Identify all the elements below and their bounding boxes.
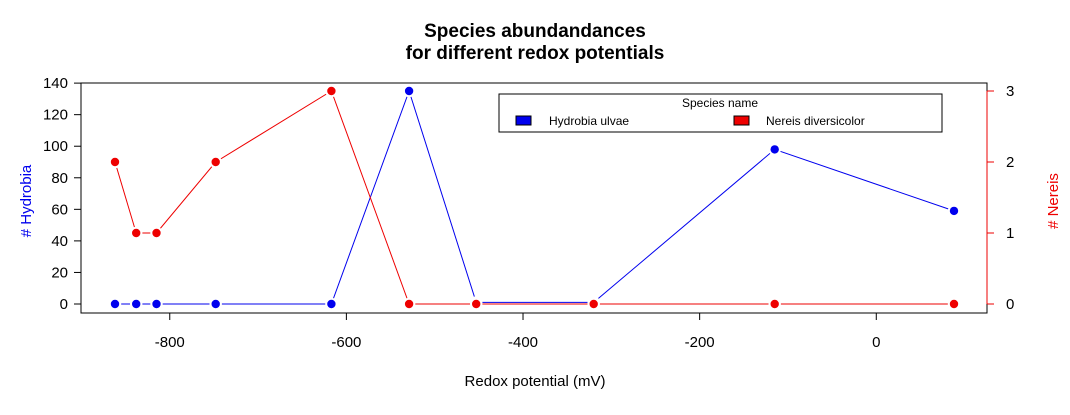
data-point-nereis: [472, 299, 481, 309]
x-tick-label: -800: [155, 334, 185, 351]
x-tick-label: -400: [508, 334, 538, 351]
data-point-nereis: [589, 299, 598, 309]
data-point-hydrobia: [132, 299, 141, 309]
right-tick-label: 1: [1006, 225, 1014, 242]
left-tick-label: 80: [51, 170, 68, 187]
left-tick-label: 120: [43, 107, 68, 124]
right-tick-label: 2: [1006, 154, 1014, 171]
left-tick-label: 0: [60, 296, 68, 313]
x-axis: -800 -600 -400 -200 0: [155, 312, 880, 351]
left-tick-label: 60: [51, 201, 68, 218]
legend-box: [498, 93, 943, 133]
data-point-nereis: [404, 299, 414, 309]
legend-label-hydrobia: Hydrobia ulvae: [549, 114, 629, 128]
series-layer: [108, 84, 961, 311]
x-axis-label: Redox potential (mV): [465, 373, 606, 390]
data-point-nereis: [949, 299, 959, 309]
data-point-hydrobia: [327, 299, 336, 309]
data-point-nereis: [770, 299, 779, 309]
legend-label-nereis: Nereis diversicolor: [766, 114, 865, 128]
data-point-nereis: [327, 86, 336, 96]
data-point-nereis: [132, 228, 141, 238]
legend: Species name Hydrobia ulvae Nereis diver…: [498, 93, 943, 133]
right-tick-label: 3: [1006, 83, 1014, 100]
x-tick-label: -600: [331, 334, 361, 351]
data-point-hydrobia: [152, 299, 161, 309]
data-point-hydrobia: [770, 145, 779, 154]
data-point-nereis: [152, 228, 161, 238]
left-tick-label: 100: [43, 138, 68, 155]
series-line-nereis: [114, 90, 954, 305]
x-tick-label: 0: [872, 334, 880, 351]
legend-swatch-hydrobia: [515, 115, 532, 126]
x-tick-label: -200: [685, 334, 715, 351]
right-y-axis-label: # Nereis: [1045, 173, 1062, 229]
left-tick-label: 20: [51, 264, 68, 281]
right-y-axis: 0 1 2 3: [986, 83, 1014, 313]
left-y-axis: 0 20 40 60 80 100 120 140: [43, 75, 82, 313]
chart-title-line-2: for different redox potentials: [406, 43, 665, 64]
left-tick-label: 140: [43, 75, 68, 92]
data-point-hydrobia: [110, 299, 120, 309]
right-tick-label: 0: [1006, 296, 1014, 313]
legend-title: Species name: [682, 96, 758, 110]
legend-swatch-nereis: [733, 115, 750, 126]
data-point-hydrobia: [949, 206, 959, 216]
data-point-hydrobia: [404, 86, 414, 96]
data-point-nereis: [110, 157, 120, 167]
left-y-axis-label: # Hydrobia: [18, 164, 35, 237]
data-point-nereis: [211, 157, 220, 167]
data-point-hydrobia: [211, 299, 220, 309]
left-tick-label: 40: [51, 233, 68, 250]
chart-title-line-1: Species abundandances: [424, 21, 646, 42]
